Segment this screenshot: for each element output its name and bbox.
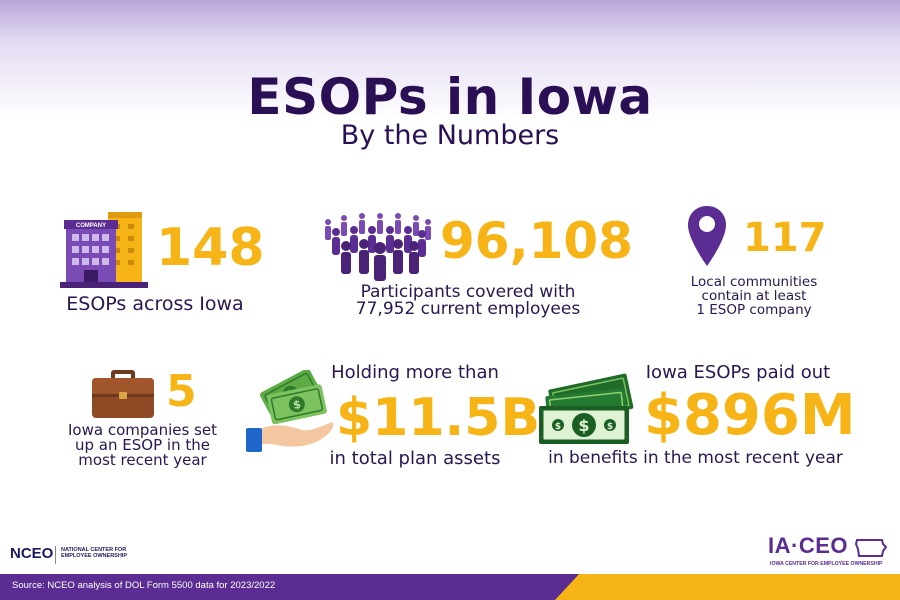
iaceo-logo: IA·CEO	[768, 533, 848, 558]
svg-text:$: $	[578, 416, 589, 435]
nceo-subtitle-line2: EMPLOYEE OWNERSHIP	[61, 553, 128, 560]
benefits-post-label: in benefits in the most recent year	[548, 448, 843, 468]
briefcase-icon	[92, 370, 154, 418]
location-pin-icon	[688, 206, 726, 266]
people-crowd-icon	[325, 213, 431, 281]
new-esops-label-line3: most recent year	[78, 451, 207, 469]
svg-text:COMPANY: COMPANY	[76, 223, 106, 229]
iaceo-logo-subtitle: IOWA CENTER FOR EMPLOYEE OWNERSHIP	[770, 561, 883, 567]
benefits-value: $896M	[644, 383, 856, 448]
assets-value: $11.5B	[336, 388, 541, 448]
benefits-pre-label: Iowa ESOPs paid out	[645, 362, 831, 383]
communities-label-line2: contain at least	[701, 288, 807, 304]
svg-text:$: $	[292, 398, 302, 412]
nceo-subtitle-line1: NATIONAL CENTER FOR	[61, 547, 127, 553]
footer-yellow-band	[555, 574, 900, 600]
company-building-icon: COMPANY	[60, 212, 148, 288]
communities-label-line3: 1 ESOP company	[696, 302, 812, 318]
source-note: Source: NCEO analysis of DOL Form 5500 d…	[12, 580, 276, 591]
iowa-state-outline-icon	[855, 539, 887, 557]
page-subtitle: By the Numbers	[340, 120, 560, 151]
footer-purple-band	[0, 574, 580, 600]
page-title: ESOPs in Iowa	[247, 68, 653, 126]
nceo-logo-subtitle: NATIONAL CENTER FOR EMPLOYEE OWNERSHIP	[61, 547, 131, 560]
nceo-logo-divider	[55, 546, 56, 564]
participants-label-line2: 77,952 current employees	[355, 299, 581, 319]
svg-text:$: $	[555, 422, 561, 432]
communities-value: 117	[743, 215, 827, 261]
esops-count-value: 148	[156, 218, 265, 278]
new-esops-value: 5	[166, 366, 197, 417]
new-esops-label-line1: Iowa companies set	[68, 421, 217, 439]
participants-value: 96,108	[440, 212, 633, 270]
svg-text:$: $	[607, 422, 613, 432]
nceo-logo: NCEO	[10, 545, 54, 562]
participants-label-line1: Participants covered with	[360, 282, 576, 302]
new-esops-label-line2: up an ESOP in the	[75, 436, 210, 454]
assets-post-label: in total plan assets	[329, 448, 501, 469]
esops-count-label: ESOPs across Iowa	[66, 293, 244, 315]
communities-label-line1: Local communities	[690, 274, 818, 290]
cash-stack-icon: $ $ $	[539, 373, 634, 444]
assets-pre-label: Holding more than	[331, 362, 499, 383]
hand-money-icon: $ $	[246, 370, 334, 452]
